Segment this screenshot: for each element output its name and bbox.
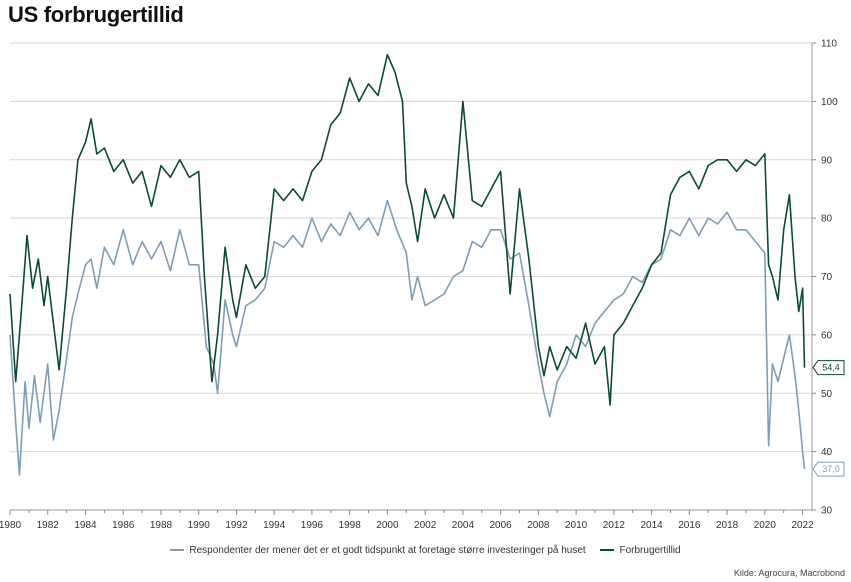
x-tick-label-1998: 1998 [339, 520, 362, 531]
x-tick-label-2022: 2022 [791, 520, 814, 531]
y-tick-label-100: 100 [821, 97, 838, 108]
end-callout-label-1: 54,4 [822, 363, 840, 373]
chart-title: US forbrugertillid [8, 2, 184, 27]
legend: Respondenter der mener det er et godt ti… [0, 543, 851, 556]
x-tick-label-2006: 2006 [490, 520, 513, 531]
x-tick-label-1996: 1996 [301, 520, 324, 531]
end-callout-box-1 [812, 360, 845, 376]
x-tick-label-1988: 1988 [150, 520, 173, 531]
y-tick-label-110: 110 [821, 39, 837, 50]
x-tick-label-2016: 2016 [678, 520, 701, 531]
end-callout-box-0 [812, 461, 845, 477]
y-axis: 30 40 50 60 70 80 90 100 110 [811, 39, 838, 517]
x-tick-label-1982: 1982 [37, 520, 60, 531]
y-tick-label-70: 70 [821, 272, 833, 283]
x-tick-label-2012: 2012 [603, 520, 626, 531]
x-tick-label-2004: 2004 [452, 520, 475, 531]
end-callout-label-0: 37,0 [822, 464, 840, 474]
series-layer [9, 53, 806, 476]
x-axis: 1980 1982 1984 1986 1988 1990 1992 1994 1996 1998… [0, 509, 814, 531]
x-tick-label-2000: 2000 [376, 520, 399, 531]
x-tick-label-2018: 2018 [716, 520, 739, 531]
legend-item-consumer-confidence[interactable]: Forbrugertillid [600, 544, 681, 556]
end-value-callouts: 37,0 54,4 [812, 360, 845, 477]
x-tick-label-2002: 2002 [414, 520, 437, 531]
y-tick-label-80: 80 [821, 214, 833, 225]
x-tick-label-1984: 1984 [74, 520, 97, 531]
legend-swatch-consumer-confidence [600, 549, 615, 551]
grid-lines [10, 42, 812, 511]
x-tick-label-1986: 1986 [112, 520, 135, 531]
y-tick-label-50: 50 [821, 389, 833, 400]
legend-label-consumer-confidence: Forbrugertillid [619, 544, 681, 556]
x-tick-label-2014: 2014 [640, 520, 663, 531]
legend-item-home-investment[interactable]: Respondenter der mener det er et godt ti… [170, 544, 586, 556]
legend-label-home-investment: Respondenter der mener det er et godt ti… [189, 544, 586, 556]
y-tick-label-40: 40 [821, 447, 833, 458]
x-tick-label-1990: 1990 [188, 520, 211, 531]
x-tick-label-2010: 2010 [565, 520, 588, 531]
y-tick-label-30: 30 [821, 506, 833, 517]
x-tick-label-1992: 1992 [225, 520, 248, 531]
y-tick-label-90: 90 [821, 155, 833, 166]
series-line-1 [9, 53, 806, 406]
y-tick-label-60: 60 [821, 330, 833, 341]
series-line-0 [9, 199, 806, 476]
x-tick-label-2020: 2020 [754, 520, 777, 531]
source-note: Kilde: Agrocura, Macrobond [733, 568, 845, 578]
x-tick-label-1980: 1980 [0, 520, 22, 531]
legend-swatch-home-investment [170, 549, 185, 551]
x-tick-label-1994: 1994 [263, 520, 286, 531]
x-tick-label-2008: 2008 [527, 520, 550, 531]
